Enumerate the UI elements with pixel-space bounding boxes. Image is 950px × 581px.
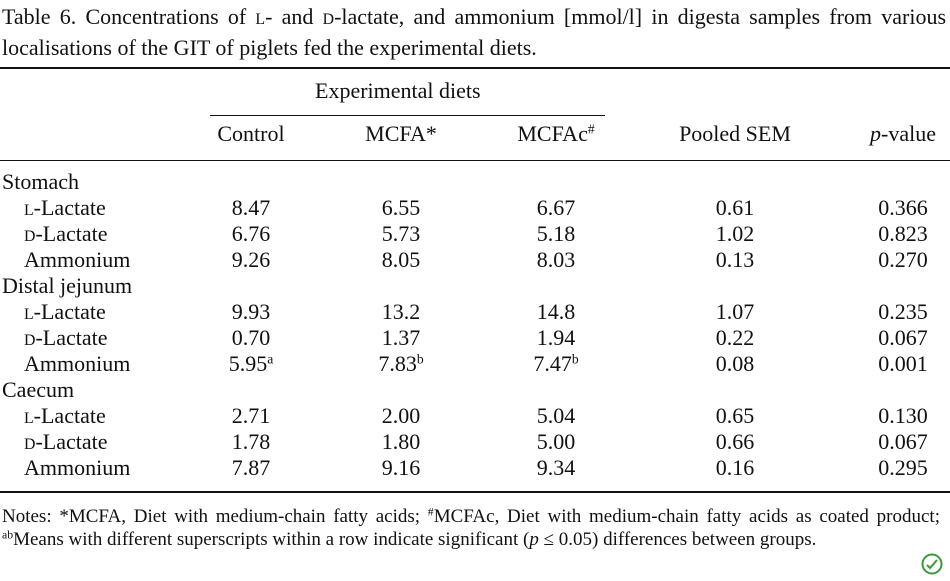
table-cell: 0.067 xyxy=(878,429,928,454)
table-cell: 0.067 xyxy=(878,325,928,350)
note-segment: p xyxy=(529,529,539,550)
row-label: D-Lactate xyxy=(24,325,108,350)
row-label: D-Lactate xyxy=(24,429,108,454)
note-segment: ≤ 0.05) differences between groups. xyxy=(538,529,817,550)
table-cell: 0.22 xyxy=(715,325,755,350)
table-cell: 9.34 xyxy=(536,455,576,480)
table-caption: Table 6. Concentrations of L- and D-lact… xyxy=(2,4,947,60)
table-cell: 14.8 xyxy=(536,299,576,324)
table-cell: 5.73 xyxy=(381,221,421,246)
table-cell: 1.37 xyxy=(381,325,421,350)
row-label: Ammonium xyxy=(24,247,131,272)
group-header: Experimental diets xyxy=(315,78,481,103)
table-cell: 8.05 xyxy=(381,247,421,272)
table-cell: 0.13 xyxy=(715,247,755,272)
table-cell: 1.02 xyxy=(715,221,755,246)
bottom-rule xyxy=(0,491,950,493)
table-cell: 5.04 xyxy=(536,403,576,428)
row-label: D-Lactate xyxy=(24,221,108,246)
column-header: MCFAc# xyxy=(517,121,594,147)
table-cell: 5.18 xyxy=(536,221,576,246)
column-header: p-value xyxy=(870,121,936,147)
table-cell: 6.76 xyxy=(231,221,271,246)
row-label: L-Lactate xyxy=(24,195,106,220)
text-segment: a xyxy=(267,351,274,367)
table-cell: 0.270 xyxy=(878,247,928,272)
table-cell: 9.26 xyxy=(231,247,271,272)
table-cell: 0.001 xyxy=(878,351,928,376)
column-header: Pooled SEM xyxy=(679,121,791,146)
row-label: L-Lactate xyxy=(24,299,106,324)
group-rule xyxy=(210,115,605,116)
table-cell: 0.130 xyxy=(878,403,928,428)
table-cell: 5.00 xyxy=(536,429,576,454)
text-segment: b xyxy=(416,351,424,367)
table-cell: 0.08 xyxy=(715,351,755,376)
text-segment: p xyxy=(870,121,882,146)
header-rule xyxy=(0,160,950,161)
table-cell: 0.823 xyxy=(878,221,928,246)
table-cell: 0.235 xyxy=(878,299,928,324)
table-cell: 5.95a xyxy=(229,351,274,377)
text-segment: 7.47 xyxy=(533,351,572,376)
note-segment: ab xyxy=(2,528,14,542)
table-cell: 13.2 xyxy=(381,299,421,324)
table-cell: 1.94 xyxy=(536,325,576,350)
table-cell: 7.83b xyxy=(378,351,423,377)
table-cell: 1.07 xyxy=(715,299,755,324)
table-notes: Notes: *MCFA, Diet with medium-chain fat… xyxy=(2,505,940,551)
text-segment: b xyxy=(571,351,579,367)
table-cell: 8.03 xyxy=(536,247,576,272)
table-cell: 0.366 xyxy=(878,195,928,220)
note-segment: Means with different superscripts within… xyxy=(13,529,530,550)
table-cell: 0.65 xyxy=(715,403,755,428)
row-label: L-Lactate xyxy=(24,403,106,428)
note-segment: Notes: *MCFA, Diet with medium-chain fat… xyxy=(2,506,428,527)
table-cell: 9.93 xyxy=(231,299,271,324)
table-cell: 8.47 xyxy=(231,195,271,220)
table-cell: 0.66 xyxy=(715,429,755,454)
section-label: Stomach xyxy=(2,169,79,194)
top-rule xyxy=(0,67,950,69)
table-cell: 7.87 xyxy=(231,455,271,480)
text-segment: 5.95 xyxy=(228,351,268,376)
table-cell: 7.47b xyxy=(533,351,578,377)
row-label: Ammonium xyxy=(24,351,131,376)
section-label: Caecum xyxy=(2,377,75,402)
text-segment: # xyxy=(587,121,595,137)
table-cell: 0.16 xyxy=(715,455,755,480)
table-cell: 2.71 xyxy=(231,403,271,428)
table-cell: 2.00 xyxy=(381,403,421,428)
table-cell: 0.61 xyxy=(715,195,755,220)
column-header: MCFA* xyxy=(365,121,437,146)
note-segment: MCFAc, Diet with medium-chain fatty acid… xyxy=(433,506,940,527)
badge-icon xyxy=(921,553,943,575)
text-segment: 7.83 xyxy=(378,351,417,376)
table-cell: 0.295 xyxy=(878,455,928,480)
text-segment: MCFAc xyxy=(517,121,588,146)
table-cell: 6.55 xyxy=(381,195,421,220)
section-label: Distal jejunum xyxy=(2,273,133,298)
table-cell: 9.16 xyxy=(381,455,421,480)
table-cell: 0.70 xyxy=(231,325,271,350)
row-label: Ammonium xyxy=(24,455,131,480)
note-segment: # xyxy=(427,505,434,519)
table-cell: 6.67 xyxy=(536,195,576,220)
text-segment: -value xyxy=(881,121,936,146)
table-cell: 1.80 xyxy=(381,429,421,454)
column-header: Control xyxy=(217,121,285,146)
table-cell: 1.78 xyxy=(231,429,271,454)
